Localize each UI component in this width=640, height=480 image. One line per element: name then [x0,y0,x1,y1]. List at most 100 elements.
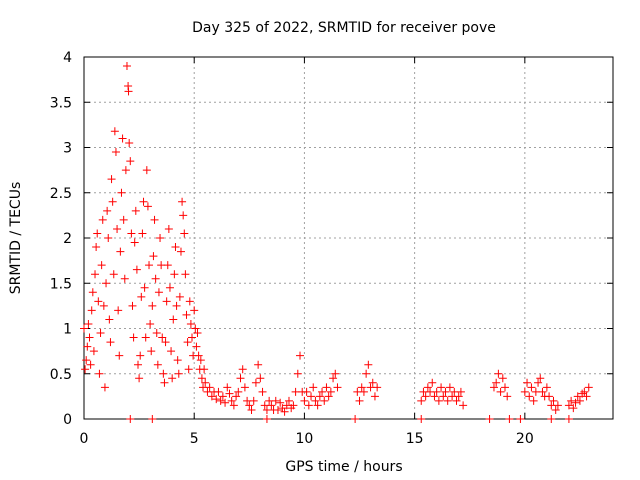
data-point [311,396,320,405]
data-point [174,369,183,378]
data-point [136,351,145,360]
data-point [149,252,158,261]
data-point [132,265,141,274]
data-point [434,396,443,405]
data-point [498,374,507,383]
data-point [459,401,468,410]
data-point [232,392,241,401]
data-point [417,415,426,423]
data-point [165,283,174,292]
x-tick-label: 15 [406,431,424,447]
data-point [289,401,298,410]
data-point [258,387,267,396]
data-point [84,319,93,328]
data-point [351,415,360,423]
data-point [357,383,366,392]
data-point [188,333,197,342]
data-point [534,378,543,387]
data-point [364,360,373,369]
data-point [536,374,545,383]
data-point [304,401,313,410]
data-point [322,383,331,392]
data-point [99,301,108,310]
data-point [192,342,201,351]
data-point [142,166,151,175]
data-point [127,229,136,238]
data-point [115,351,124,360]
data-point [216,396,225,405]
data-point [169,315,178,324]
data-point [156,234,165,242]
data-point [116,247,125,256]
data-point [131,206,140,215]
data-point [284,396,293,405]
data-point [190,306,199,315]
data-point [168,374,177,383]
y-tick-label: 3 [63,141,72,157]
data-point [324,392,333,401]
data-point [254,360,263,369]
data-point [273,405,282,414]
data-point [516,415,525,423]
data-point [119,215,128,224]
data-point [362,369,371,378]
data-point [582,392,591,401]
data-point [154,288,163,297]
data-point [207,392,216,401]
data-point [368,378,377,387]
data-point [441,387,450,396]
data-point [105,315,114,324]
data-point [140,283,149,292]
data-point [485,415,494,423]
data-point [580,387,589,396]
data-point [148,415,157,423]
data-point [271,396,280,405]
data-point [584,383,593,392]
y-tick-label: 0 [63,412,72,428]
data-point [118,134,127,143]
data-point [194,351,203,360]
data-point [333,383,342,392]
data-point [81,365,90,374]
data-point [145,261,154,270]
data-point [359,387,368,396]
data-point [575,396,584,405]
data-point [430,392,439,401]
y-tick-label: 4 [63,50,72,66]
data-point [223,383,232,392]
data-point [423,383,432,392]
data-point [225,389,234,398]
data-point [445,383,454,392]
data-point [87,306,96,315]
data-point [320,396,329,405]
data-point [96,329,105,338]
data-point [437,383,446,392]
data-point [551,405,560,414]
data-point [201,378,210,387]
data-point [355,396,364,405]
data-point [262,415,271,423]
data-point [97,261,106,270]
data-point [153,360,162,369]
data-point [179,211,188,220]
data-point [120,274,129,283]
data-point [83,342,92,351]
data-point [205,383,214,392]
data-point [309,383,318,392]
data-point [494,369,503,378]
data-point [251,378,260,387]
data-point [525,392,534,401]
data-point [432,387,441,396]
y-axis-label: SRMTID / TECUs [8,182,24,295]
data-point [178,197,187,206]
data-point [162,297,171,306]
data-point [234,387,243,396]
grid-lines [84,57,613,419]
data-point [180,229,189,238]
x-tick-label: 5 [190,431,199,447]
data-point [200,365,209,374]
data-points [80,62,593,423]
data-point [151,274,160,283]
y-tick-label: 0.5 [50,367,72,383]
